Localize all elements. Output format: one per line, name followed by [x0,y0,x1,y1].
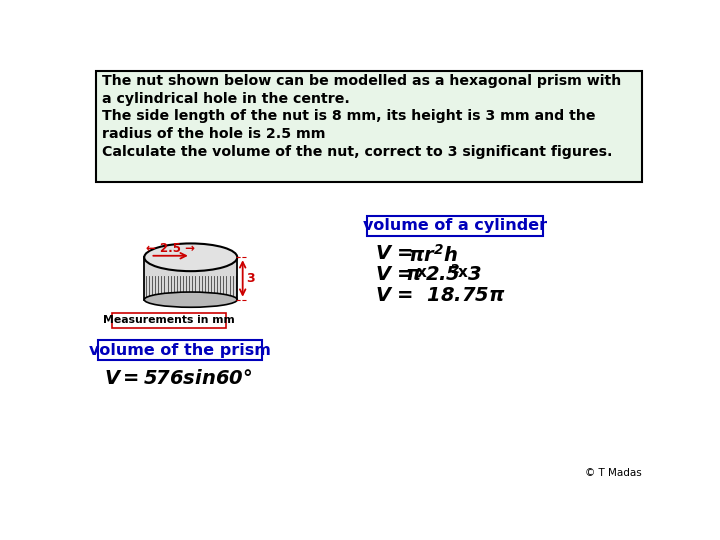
Text: $\bfit{V}$ =: $\bfit{V}$ = [375,265,415,284]
FancyBboxPatch shape [96,71,642,182]
Ellipse shape [144,292,238,307]
Text: $\bfit{3}$: $\bfit{3}$ [467,265,482,284]
Text: volume of the prism: volume of the prism [89,343,271,358]
Text: The side length of the nut is 8 mm, its height is 3 mm and the: The side length of the nut is 8 mm, its … [102,110,595,124]
Text: volume of a cylinder: volume of a cylinder [363,218,547,233]
Text: radius of the hole is 2.5 mm: radius of the hole is 2.5 mm [102,127,325,141]
Text: $\bfit{\pi r^2 h}$: $\bfit{\pi r^2 h}$ [408,244,458,266]
Text: $\bfit{V}$$\bfit{ = 576sin60°}$: $\bfit{V}$$\bfit{ = 576sin60°}$ [104,369,252,388]
Ellipse shape [144,244,238,271]
Text: a cylindrical hole in the centre.: a cylindrical hole in the centre. [102,92,349,106]
Text: $\bfit{V}$ =  $\bfit{18.75\pi}$: $\bfit{V}$ = $\bfit{18.75\pi}$ [375,286,506,305]
Text: Calculate the volume of the nut, correct to 3 significant figures.: Calculate the volume of the nut, correct… [102,145,612,159]
Text: The nut shown below can be modelled as a hexagonal prism with: The nut shown below can be modelled as a… [102,74,621,88]
FancyBboxPatch shape [367,215,543,236]
Text: $\bfit{V}$ =: $\bfit{V}$ = [375,244,422,263]
Text: $\bf{2}$: $\bf{2}$ [449,262,459,276]
Text: ← 2.5 →: ← 2.5 → [146,242,195,255]
Text: $\bfit{\pi}$: $\bfit{\pi}$ [405,265,422,284]
Text: Measurements in mm: Measurements in mm [103,315,235,326]
Text: © T Madas: © T Madas [585,468,642,478]
FancyBboxPatch shape [98,340,262,361]
Text: $\bf{x}$: $\bf{x}$ [415,265,427,280]
Text: 3: 3 [246,272,255,285]
Polygon shape [144,257,238,300]
FancyBboxPatch shape [112,313,226,328]
Text: $\bfit{2.5}$: $\bfit{2.5}$ [425,265,460,284]
Text: $\bf{x}$: $\bf{x}$ [457,265,469,280]
